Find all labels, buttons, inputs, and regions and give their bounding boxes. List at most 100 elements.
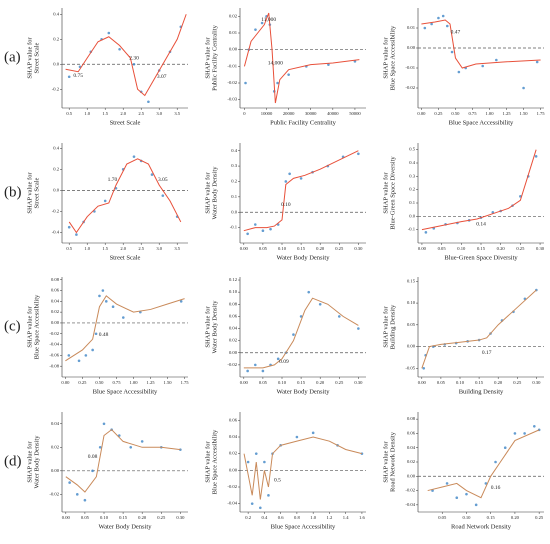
point xyxy=(84,354,88,357)
point xyxy=(523,432,526,435)
x-tick-label: 0.75 xyxy=(468,111,477,116)
x-tick-label: 40000 xyxy=(327,111,339,116)
threshold-label: 1.70 xyxy=(108,177,118,183)
x-tick-label: 0.05 xyxy=(438,515,447,520)
point xyxy=(307,290,311,294)
y-tick-label: 0.04 xyxy=(51,298,60,303)
point xyxy=(455,496,459,500)
x-tick-label: 0.25 xyxy=(516,246,525,251)
row-label: (a) xyxy=(4,49,21,65)
x-tick-label: 1.0 xyxy=(310,515,316,520)
x-tick-label: 0.20 xyxy=(138,515,147,520)
x-tick-label: 1.5 xyxy=(102,111,108,116)
x-tick-label: 2.0 xyxy=(120,111,126,116)
threshold-label: 0.16 xyxy=(491,485,501,491)
x-tick-label: 0.30 xyxy=(354,380,363,385)
y-axis-label: Blue Space Accessibility xyxy=(389,25,396,90)
x-tick-label: 0.00 xyxy=(240,246,249,251)
point xyxy=(513,432,517,435)
y-tick-label: -0.01 xyxy=(227,63,237,68)
y-tick-label: 0.04 xyxy=(407,445,416,450)
x-tick-label: 0.25 xyxy=(434,111,443,116)
x-tick-label: 0.05 xyxy=(259,380,268,385)
y-axis-label: Building Density xyxy=(389,304,396,349)
point xyxy=(437,16,440,20)
x-tick-label: 0.30 xyxy=(532,380,541,385)
y-tick-label: 0.08 xyxy=(229,301,238,306)
point xyxy=(495,58,498,62)
point xyxy=(132,155,136,158)
point xyxy=(261,229,265,232)
point xyxy=(269,227,272,231)
point xyxy=(75,493,79,496)
point xyxy=(327,63,330,66)
point xyxy=(121,316,125,319)
point xyxy=(267,494,270,497)
x-tick-label: 0.00 xyxy=(418,380,427,385)
y-tick-label: 0.08 xyxy=(51,277,60,282)
x-tick-label: 0.30 xyxy=(176,515,185,520)
y-tick-label: -0.1 xyxy=(408,227,416,232)
point xyxy=(357,152,360,156)
threshold-label: 14,000 xyxy=(268,60,283,66)
threshold-label: 3.05 xyxy=(158,177,168,183)
point xyxy=(284,180,288,183)
y-tick-label: 0.02 xyxy=(51,444,60,449)
x-tick-label: 0.15 xyxy=(297,246,306,251)
y-tick-label: 0.01 xyxy=(407,25,416,30)
x-tick-label: 0.5 xyxy=(66,246,72,251)
x-tick-label: 0.25 xyxy=(535,515,544,520)
fitted-curve xyxy=(243,297,359,369)
y-tick-label: -0.2 xyxy=(52,86,60,91)
y-tick-label: 0.2 xyxy=(409,187,415,192)
point xyxy=(445,24,449,28)
point xyxy=(147,100,150,104)
y-axis-label: SHAP value for xyxy=(204,306,211,348)
point xyxy=(481,64,485,68)
x-axis-label: Water Body Density xyxy=(277,388,331,395)
threshold-label: 0.5 xyxy=(274,478,281,484)
threshold-label: 0.08 xyxy=(88,454,98,460)
point xyxy=(535,60,539,64)
x-axis-label: Building Density xyxy=(459,388,504,395)
y-tick-label: 0.08 xyxy=(407,416,416,421)
y-tick-label: -0.2 xyxy=(52,208,60,213)
y-tick-label: 0.04 xyxy=(229,326,238,331)
x-tick-label: 1.00 xyxy=(129,380,138,385)
y-tick-label: 0.04 xyxy=(229,434,238,439)
y-axis-label: SHAP value for xyxy=(204,37,211,79)
point xyxy=(94,332,98,336)
point xyxy=(276,81,279,85)
y-tick-label: 0.4 xyxy=(53,145,59,150)
x-tick-label: 0.20 xyxy=(497,246,506,251)
point xyxy=(287,73,290,76)
x-tick-label: 0.75 xyxy=(112,380,121,385)
point xyxy=(103,199,107,203)
point xyxy=(67,225,71,229)
y-axis-label: Water Body Density xyxy=(211,166,218,220)
fitted-curve xyxy=(421,149,537,231)
point xyxy=(445,482,449,485)
y-tick-label: -0.02 xyxy=(227,80,237,85)
point xyxy=(337,315,341,318)
point xyxy=(107,31,111,35)
x-tick-label: 1.0 xyxy=(84,111,90,116)
y-tick-label: 0.06 xyxy=(407,430,416,435)
x-tick-label: 0.00 xyxy=(418,246,427,251)
point xyxy=(484,482,488,485)
point xyxy=(522,86,525,90)
x-tick-label: 10000 xyxy=(261,111,273,116)
point xyxy=(253,363,257,367)
x-tick-label: 0.15 xyxy=(487,515,496,520)
point xyxy=(533,424,536,428)
x-tick-label: 0.05 xyxy=(438,246,447,251)
y-axis-label: SHAP value for xyxy=(382,306,389,348)
x-tick-label: 1.00 xyxy=(485,111,494,116)
x-tick-label: 0.15 xyxy=(119,515,128,520)
point xyxy=(244,81,247,85)
point xyxy=(246,369,249,373)
y-axis-label: Street Scale xyxy=(33,42,40,73)
row-label: (d) xyxy=(4,453,22,469)
threshold-label: 0.10 xyxy=(281,202,291,208)
